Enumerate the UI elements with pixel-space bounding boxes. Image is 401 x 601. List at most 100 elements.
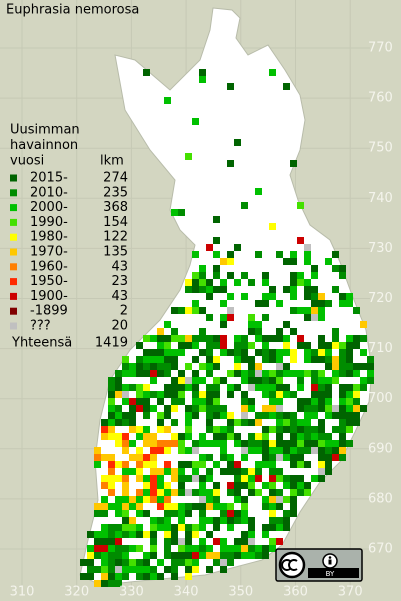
observation-cell [108, 454, 115, 461]
observation-cell [311, 440, 318, 447]
observation-cell [80, 573, 87, 580]
observation-cell [248, 531, 255, 538]
observation-cell [346, 412, 353, 419]
observation-cell [185, 279, 192, 286]
observation-cell [332, 426, 339, 433]
observation-cell [318, 398, 325, 405]
observation-cell [227, 349, 234, 356]
y-axis-label: 680 [368, 491, 393, 506]
observation-cell [262, 384, 269, 391]
observation-cell [171, 566, 178, 573]
observation-cell [108, 419, 115, 426]
observation-cell [213, 335, 220, 342]
observation-cell [206, 244, 213, 251]
observation-cell [157, 440, 164, 447]
observation-cell [332, 447, 339, 454]
observation-cell [234, 440, 241, 447]
observation-cell [143, 69, 150, 76]
observation-cell [311, 349, 318, 356]
observation-cell [108, 377, 115, 384]
observation-cell [353, 370, 360, 377]
observation-cell [129, 468, 136, 475]
observation-cell [136, 447, 143, 454]
observation-cell [192, 461, 199, 468]
observation-cell [339, 398, 346, 405]
observation-cell [199, 391, 206, 398]
observation-cell [213, 517, 220, 524]
observation-cell [346, 405, 353, 412]
observation-cell [248, 314, 255, 321]
observation-cell [171, 475, 178, 482]
observation-cell [262, 447, 269, 454]
observation-cell [304, 342, 311, 349]
observation-cell [143, 482, 150, 489]
observation-cell [290, 454, 297, 461]
observation-cell [304, 286, 311, 293]
observation-cell [241, 538, 248, 545]
observation-cell [150, 468, 157, 475]
observation-cell [101, 503, 108, 510]
observation-cell [122, 433, 129, 440]
observation-cell [290, 482, 297, 489]
observation-cell [248, 440, 255, 447]
observation-cell [143, 559, 150, 566]
observation-cell [129, 363, 136, 370]
observation-cell [101, 524, 108, 531]
y-axis-label: 670 [368, 542, 393, 557]
observation-cell [290, 251, 297, 258]
legend-swatch [10, 322, 17, 330]
observation-cell [269, 454, 276, 461]
observation-cell [199, 545, 206, 552]
observation-cell [185, 566, 192, 573]
observation-cell [178, 370, 185, 377]
observation-cell [241, 342, 248, 349]
observation-cell [339, 426, 346, 433]
observation-cell [227, 251, 234, 258]
observation-cell [283, 412, 290, 419]
observation-cell [318, 377, 325, 384]
observation-cell [276, 335, 283, 342]
observation-cell [178, 482, 185, 489]
by-head [328, 556, 332, 559]
observation-cell [220, 552, 227, 559]
observation-cell [150, 433, 157, 440]
observation-cell [206, 468, 213, 475]
x-axis-label: 320 [64, 585, 89, 600]
observation-cell [360, 335, 367, 342]
observation-cell [108, 482, 115, 489]
observation-cell [276, 398, 283, 405]
observation-cell [101, 531, 108, 538]
legend-count-heading: lkm [100, 154, 124, 169]
observation-cell [283, 454, 290, 461]
observation-cell [164, 97, 171, 104]
observation-cell [185, 426, 192, 433]
observation-cell [311, 307, 318, 314]
observation-cell [185, 552, 192, 559]
observation-cell [318, 356, 325, 363]
observation-cell [346, 335, 353, 342]
observation-cell [255, 251, 262, 258]
observation-cell [206, 489, 213, 496]
observation-cell [150, 440, 157, 447]
observation-cell [276, 440, 283, 447]
observation-cell [213, 384, 220, 391]
observation-cell [220, 454, 227, 461]
observation-cell [290, 440, 297, 447]
observation-cell [143, 349, 150, 356]
observation-cell [241, 440, 248, 447]
observation-cell [262, 405, 269, 412]
license-badge: BY [275, 548, 363, 582]
observation-cell [248, 405, 255, 412]
observation-cell [143, 440, 150, 447]
observation-cell [283, 475, 290, 482]
observation-cell [122, 461, 129, 468]
observation-cell [206, 391, 213, 398]
observation-cell [164, 349, 171, 356]
legend-swatch [10, 263, 17, 271]
observation-cell [129, 412, 136, 419]
observation-cell [199, 489, 206, 496]
observation-cell [136, 573, 143, 580]
observation-cell [108, 566, 115, 573]
observation-cell [157, 328, 164, 335]
